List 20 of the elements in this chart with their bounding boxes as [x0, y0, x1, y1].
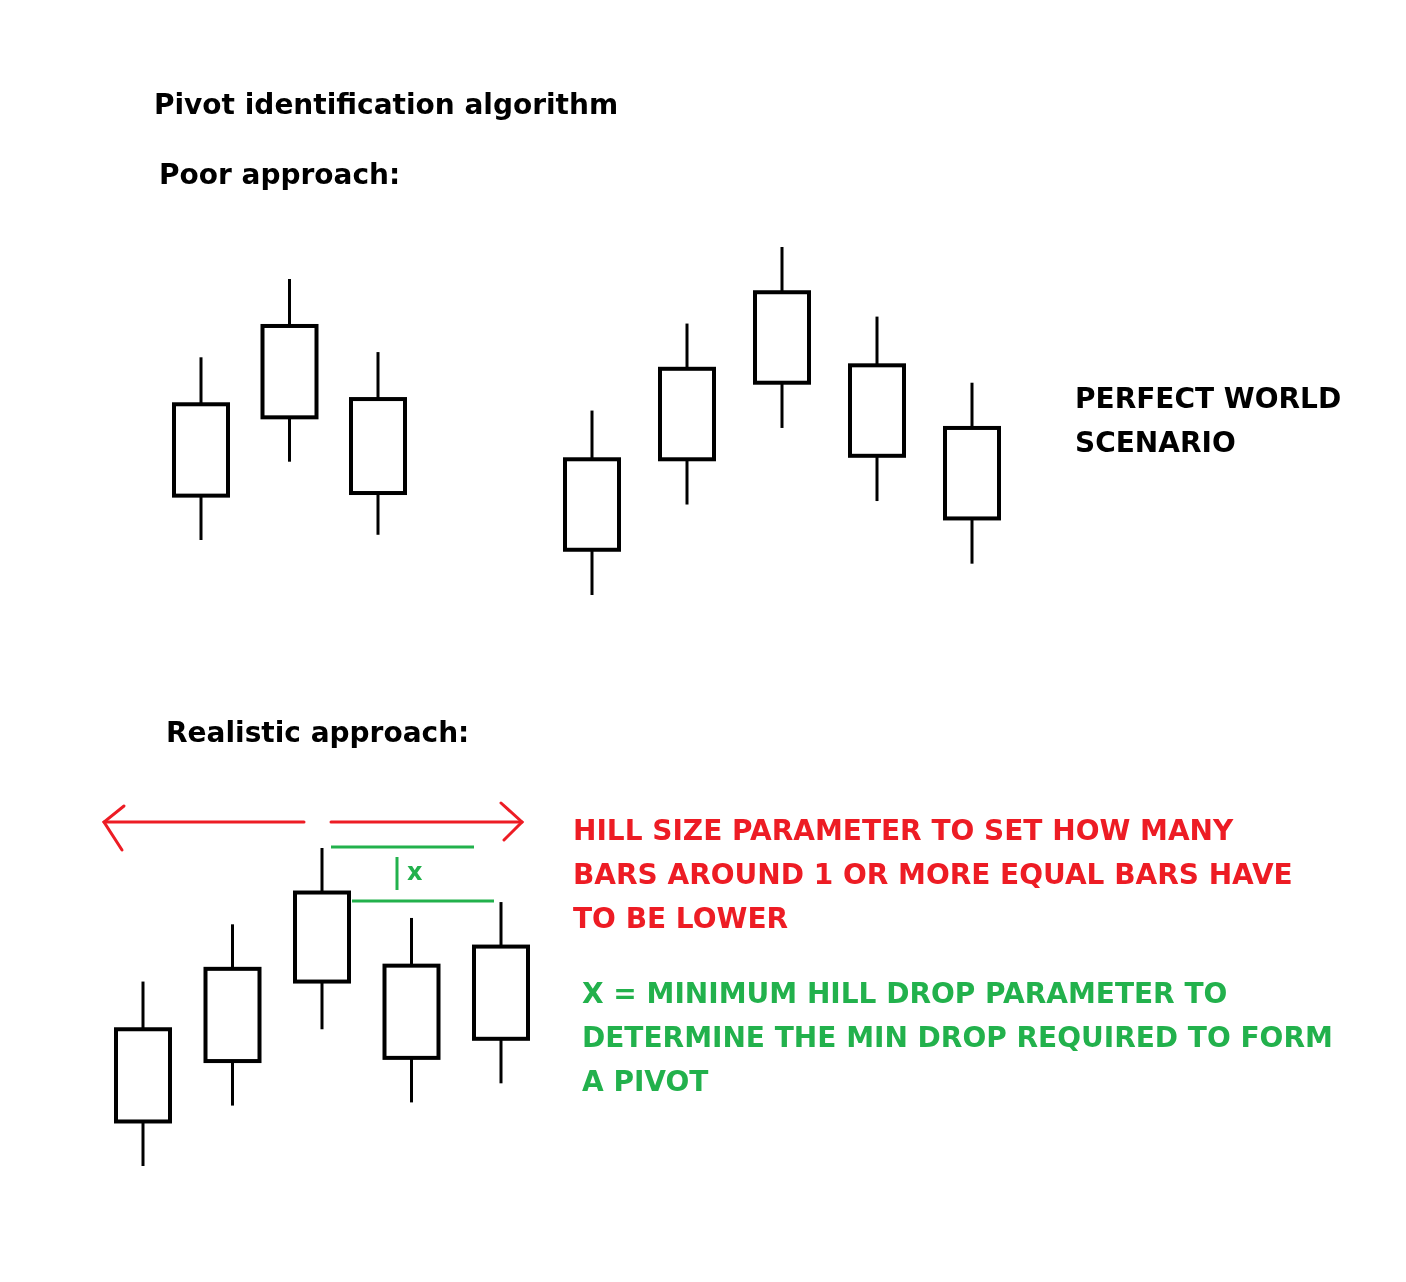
text: HILL SIZE PARAMETER TO SET HOW MANY BARS AROUND 1 OR MORE EQUAL BARS HAVE TO BE LOWER [573, 814, 1293, 935]
candlestick [943, 382, 1001, 564]
candlestick [848, 316, 906, 503]
chart-title: Realistic approach: [166, 716, 470, 749]
candlestick [260, 279, 319, 462]
candlestick [203, 924, 262, 1106]
candlestick [382, 916, 441, 1103]
candlestick [349, 352, 407, 535]
text: X = MINIMUM HILL DROP PARAMETER TO DETERMINE THE MIN DROP REQUIRED TO FORM A PIVOT [582, 977, 1333, 1098]
candlestick [293, 848, 351, 1030]
candlestick [472, 902, 530, 1084]
text: PERFECT WORLD SCENARIO [1075, 382, 1342, 459]
candlestick [172, 357, 230, 540]
chart-title: Pivot identification algorithm [154, 88, 619, 121]
candlestick [753, 247, 811, 428]
candlestick [563, 410, 621, 595]
chart-subtitle: Poor approach: [159, 158, 401, 191]
candlestick [658, 323, 716, 505]
annotation: x [407, 858, 423, 886]
candlestick [114, 981, 172, 1166]
